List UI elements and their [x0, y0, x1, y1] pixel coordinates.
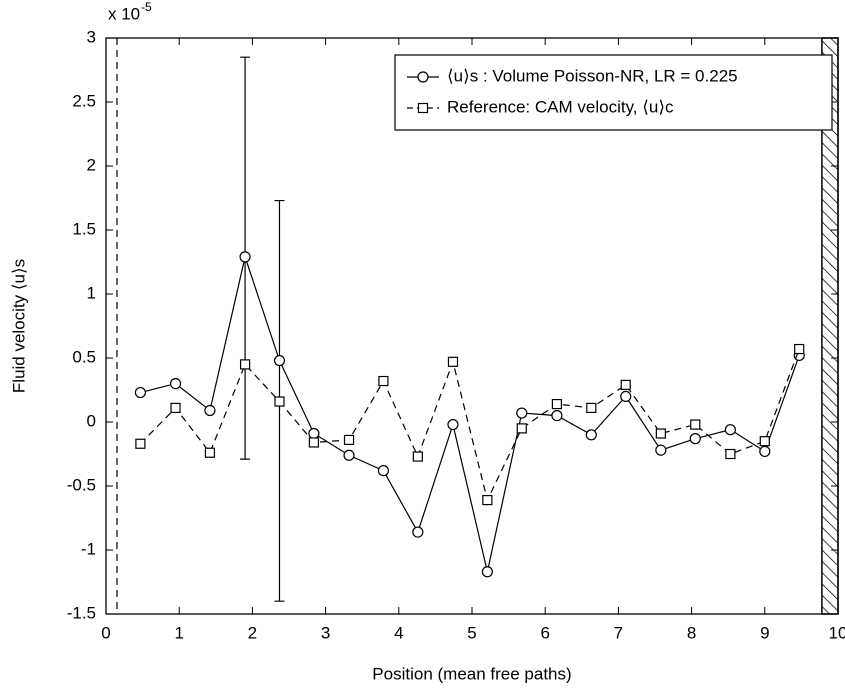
data-point — [204, 447, 216, 458]
data-point — [412, 451, 423, 462]
data-point — [551, 398, 563, 410]
x-tick-label: 1 — [174, 623, 183, 642]
data-point — [135, 438, 146, 449]
y-tick-label: 2 — [87, 155, 96, 174]
x-tick-label: 8 — [687, 623, 696, 642]
data-point — [516, 423, 527, 434]
data-point — [620, 390, 632, 402]
data-point — [169, 378, 182, 390]
x-tick-label: 3 — [321, 623, 330, 642]
data-point — [482, 494, 493, 506]
data-point — [273, 354, 286, 367]
data-point — [586, 402, 597, 414]
data-point — [447, 356, 459, 367]
data-point — [377, 465, 390, 477]
y-tick-label: -1 — [81, 539, 96, 558]
data-point — [170, 402, 181, 414]
data-point — [689, 433, 701, 445]
y-tick-label: 0 — [87, 411, 96, 430]
y-tick-label: -0.5 — [67, 475, 96, 494]
data-point — [378, 375, 389, 387]
x-tick-label: 4 — [394, 623, 403, 642]
y-tick-label: 3 — [87, 27, 96, 46]
y-tick-label: 2.5 — [72, 91, 96, 110]
data-point — [308, 427, 320, 440]
data-point — [794, 343, 805, 355]
x-tick-label: 9 — [760, 623, 769, 642]
x-axis-label: Position (mean free paths) — [372, 664, 571, 683]
legend-box — [394, 54, 833, 131]
data-point — [481, 566, 493, 578]
data-point — [447, 418, 459, 431]
y-tick-label: 1.5 — [72, 219, 96, 238]
x-tick-label: 0 — [101, 623, 110, 642]
data-point — [759, 436, 770, 447]
y-multiplier: x 10 — [108, 4, 140, 23]
x-tick-label: 7 — [614, 623, 623, 642]
legend-label: Reference: CAM velocity, ⟨u⟩c — [447, 97, 674, 116]
series-line — [139, 348, 800, 502]
y-tick-label: 0.5 — [72, 347, 96, 366]
x-tick-label: 10 — [829, 623, 845, 642]
data-point — [343, 434, 355, 446]
data-point — [204, 404, 216, 417]
series-line — [140, 254, 800, 572]
data-point — [551, 410, 563, 422]
data-point — [239, 359, 251, 370]
x-tick-label: 5 — [467, 623, 476, 642]
data-point — [516, 407, 528, 419]
data-point — [655, 428, 666, 439]
data-point — [725, 448, 736, 460]
legend-label: ⟨u⟩s : Volume Poisson-NR, LR = 0.225 — [447, 66, 738, 85]
y-multiplier-exponent: -5 — [141, 0, 152, 14]
data-point — [620, 379, 631, 390]
data-point — [412, 526, 424, 538]
y-tick-label: -1.5 — [67, 603, 96, 622]
data-point — [690, 419, 701, 430]
legend-marker — [417, 102, 429, 114]
x-tick-label: 6 — [540, 623, 549, 642]
data-point — [274, 396, 285, 407]
data-point — [724, 424, 736, 436]
y-axis-label: Fluid velocity ⟨u⟩s — [9, 259, 28, 393]
data-point — [585, 429, 597, 441]
data-point — [308, 437, 319, 448]
x-tick-label: 2 — [248, 623, 257, 642]
data-point — [343, 449, 355, 461]
data-point — [759, 445, 771, 458]
data-point — [655, 444, 667, 456]
legend-marker — [417, 71, 429, 83]
data-point — [239, 251, 251, 263]
data-point — [134, 386, 147, 399]
y-tick-label: 1 — [87, 283, 96, 302]
